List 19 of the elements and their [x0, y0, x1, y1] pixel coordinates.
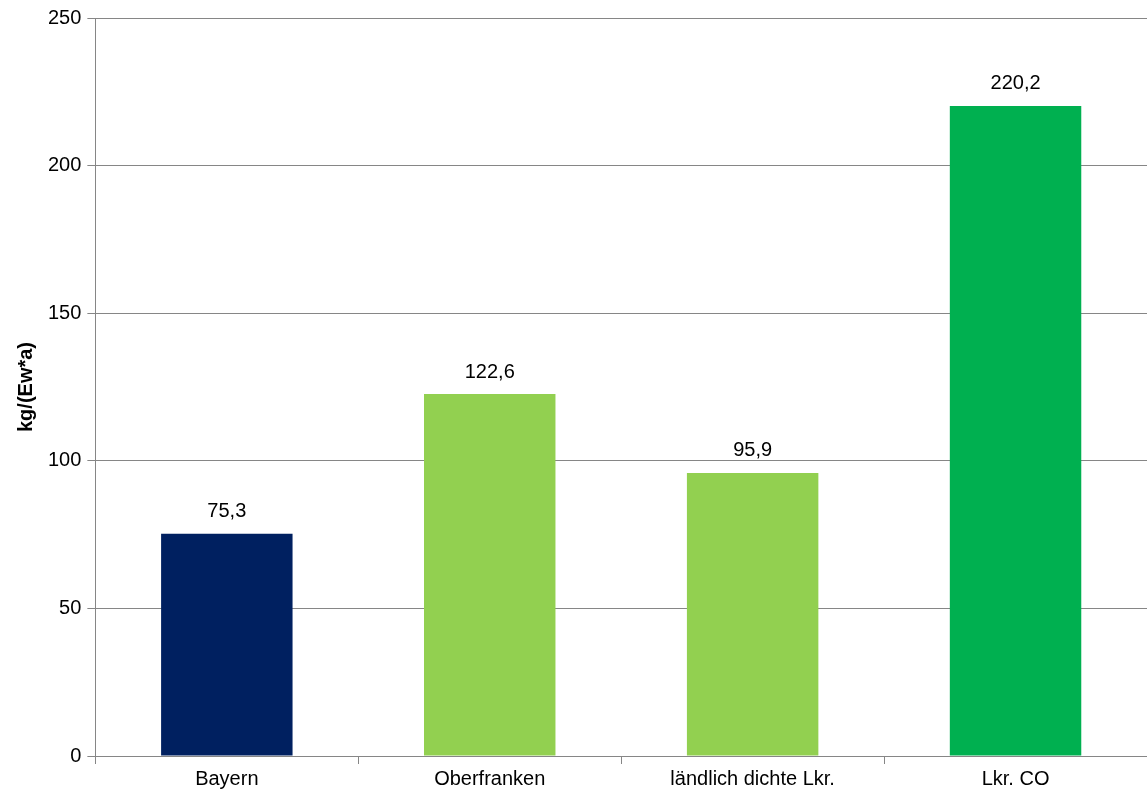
x-tick-label: Lkr. CO [981, 766, 1050, 789]
data-label: 122,6 [464, 359, 515, 382]
x-tick-label: Oberfranken [434, 766, 546, 789]
bar [161, 533, 293, 756]
y-tick-label: 100 [47, 448, 82, 471]
bar [949, 105, 1082, 756]
bar [686, 472, 819, 756]
y-tick-label: 150 [47, 300, 82, 323]
data-label: 220,2 [990, 71, 1041, 94]
y-axis-title: kg/(Ew*a) [13, 341, 36, 433]
y-tick-label: 250 [47, 5, 82, 28]
y-tick-label: 50 [59, 595, 82, 618]
data-label: 75,3 [207, 499, 247, 522]
bar [424, 394, 556, 756]
y-tick-label: 200 [47, 153, 82, 176]
x-tick-label: Bayern [195, 766, 259, 789]
y-tick-label: 0 [70, 743, 82, 766]
x-tick-label: ländlich dichte Lkr. [670, 766, 835, 789]
data-label: 95,9 [733, 438, 773, 461]
